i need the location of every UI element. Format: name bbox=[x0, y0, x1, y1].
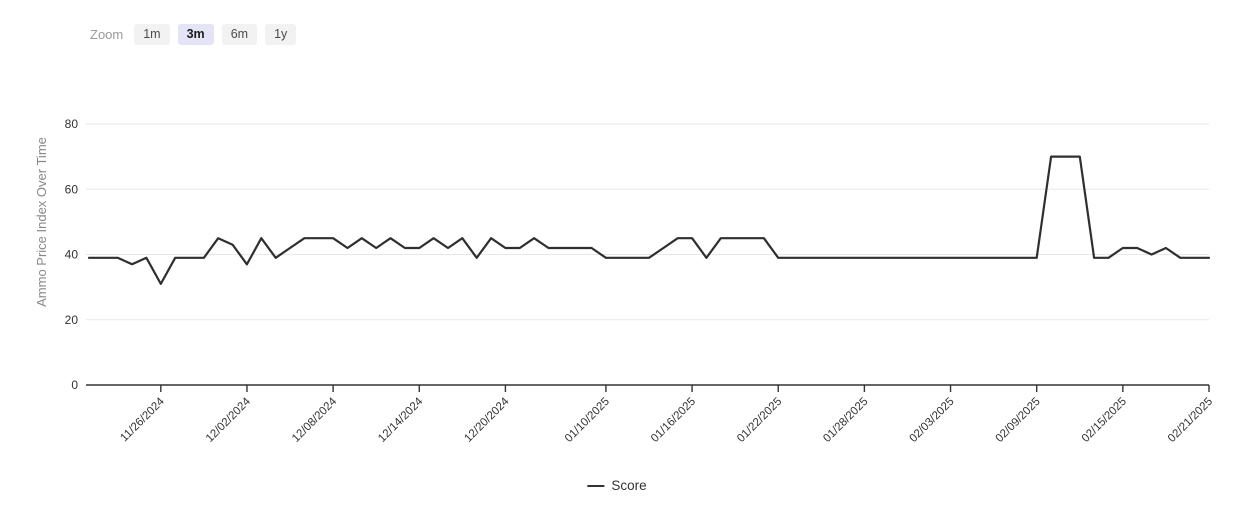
score-series-line bbox=[87, 155, 1211, 285]
x-axis-tick-label: 12/20/2024 bbox=[462, 395, 512, 445]
zoom-1y-button[interactable]: 1y bbox=[265, 24, 297, 45]
x-axis-tick-label: 11/26/2024 bbox=[118, 395, 167, 444]
zoom-1m-button[interactable]: 1m bbox=[134, 24, 170, 45]
x-axis-tick-label: 12/02/2024 bbox=[204, 395, 254, 445]
zoom-6m-button[interactable]: 6m bbox=[221, 24, 258, 45]
x-axis-tick-label: 01/28/2025 bbox=[821, 396, 870, 445]
y-axis-tick-label: 80 bbox=[65, 117, 79, 131]
x-axis-tick-label: 02/21/2025 bbox=[1166, 396, 1215, 445]
x-axis-tick-label: 02/09/2025 bbox=[994, 396, 1043, 445]
legend-label: Score bbox=[611, 478, 647, 493]
legend-item-score[interactable]: Score bbox=[587, 478, 647, 493]
x-axis-tick-label: 01/22/2025 bbox=[735, 396, 784, 445]
zoom-toolbar: Zoom 1m 3m 6m 1y bbox=[90, 24, 297, 45]
y-axis-tick-label: 60 bbox=[65, 182, 79, 196]
x-axis-tick-label: 12/08/2024 bbox=[290, 395, 340, 445]
x-axis-tick-label: 02/15/2025 bbox=[1080, 396, 1129, 445]
y-axis-tick-label: 40 bbox=[65, 248, 79, 262]
y-axis-title: Ammo Price Index Over Time bbox=[34, 137, 49, 307]
x-axis-tick-label: 01/10/2025 bbox=[563, 396, 612, 445]
legend-line-swatch bbox=[587, 484, 605, 487]
x-axis-tick-label: 01/16/2025 bbox=[649, 396, 698, 445]
y-axis-tick-label: 20 bbox=[65, 313, 79, 327]
x-axis-tick-label: 12/14/2024 bbox=[376, 395, 426, 445]
zoom-label: Zoom bbox=[90, 26, 124, 42]
y-axis-tick-label: 0 bbox=[71, 378, 78, 392]
zoom-3m-button[interactable]: 3m bbox=[177, 24, 214, 45]
x-axis-tick-label: 02/03/2025 bbox=[907, 396, 956, 445]
